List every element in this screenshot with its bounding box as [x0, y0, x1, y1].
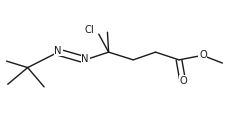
Text: O: O [179, 76, 187, 86]
Text: O: O [199, 50, 207, 60]
Text: N: N [81, 54, 89, 64]
Text: Cl: Cl [84, 25, 94, 35]
Text: N: N [55, 46, 62, 56]
